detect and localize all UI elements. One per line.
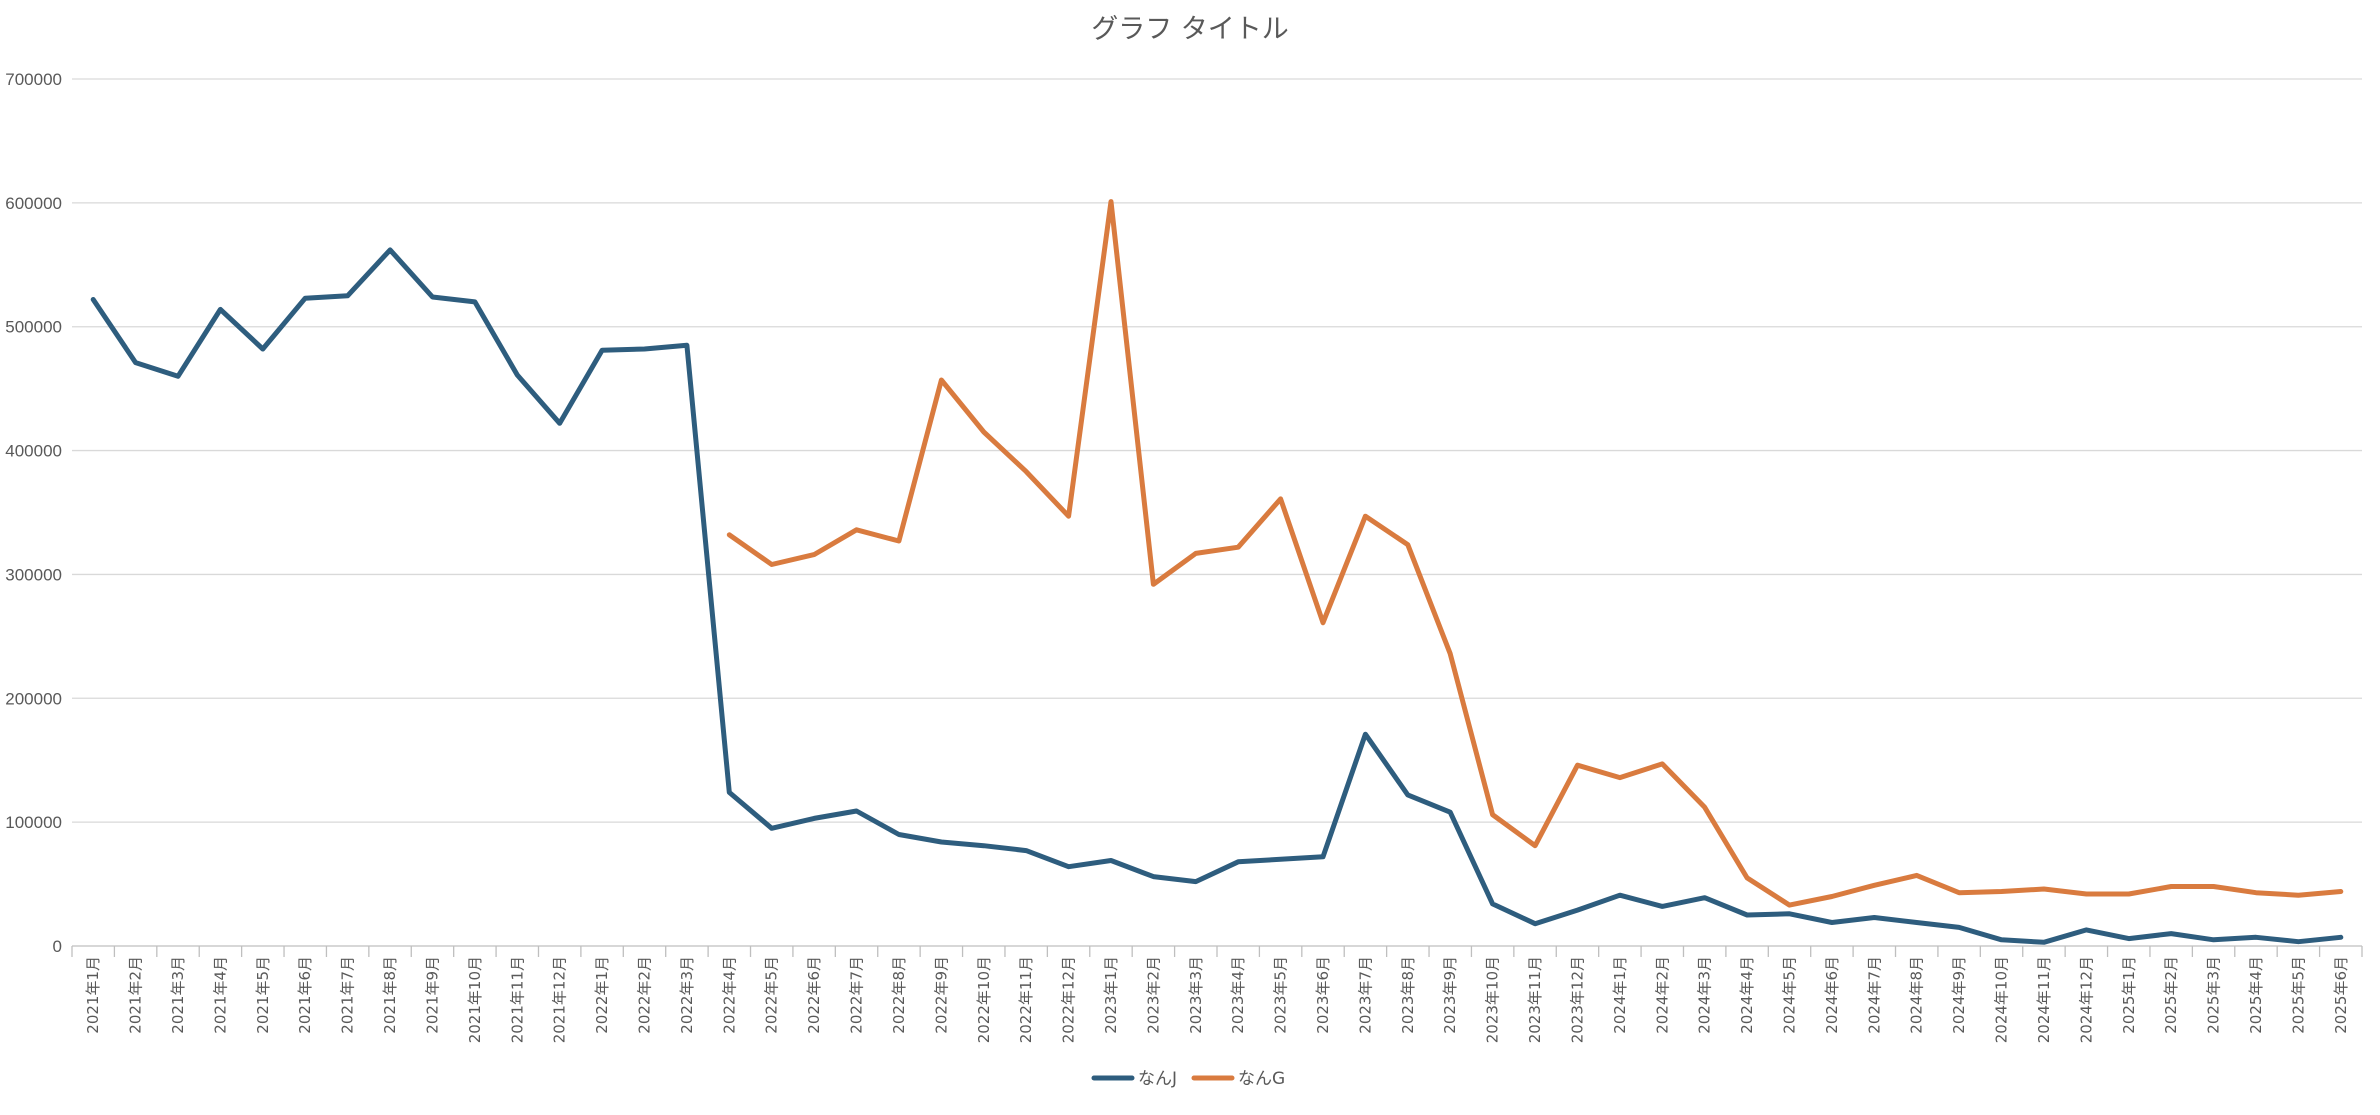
x-tick-label: 2023年6月 xyxy=(1314,956,1332,1034)
x-tick-label: 2022年2月 xyxy=(636,956,654,1034)
x-tick-label: 2024年6月 xyxy=(1823,956,1841,1034)
y-tick-label: 400000 xyxy=(5,442,62,461)
x-tick-label: 2023年4月 xyxy=(1229,956,1247,1034)
y-tick-label: 200000 xyxy=(5,689,62,708)
chart-title: グラフ タイトル xyxy=(1091,14,1289,45)
x-tick-label: 2024年9月 xyxy=(1950,956,1968,1034)
x-tick-label: 2024年3月 xyxy=(1696,956,1714,1034)
x-tick-label: 2022年12月 xyxy=(1060,956,1078,1043)
x-tick-label: 2025年2月 xyxy=(2162,956,2180,1034)
x-tick-label: 2025年4月 xyxy=(2247,956,2265,1034)
x-tick-label: 2023年1月 xyxy=(1102,956,1120,1034)
x-tick-label: 2023年2月 xyxy=(1144,956,1162,1034)
x-tick-label: 2021年1月 xyxy=(84,956,102,1034)
x-tick-label: 2021年11月 xyxy=(508,956,526,1043)
x-tick-label: 2023年10月 xyxy=(1484,956,1502,1043)
series-line-なんG xyxy=(726,199,2344,908)
x-tick-label: 2021年10月 xyxy=(466,956,484,1043)
x-tick-label: 2022年5月 xyxy=(763,956,781,1034)
y-tick-label: 100000 xyxy=(5,813,62,832)
x-tick-label: 2023年11月 xyxy=(1526,956,1544,1043)
x-tick-label: 2022年8月 xyxy=(890,956,908,1034)
x-tick-label: 2021年2月 xyxy=(127,956,145,1034)
x-tick-label: 2025年6月 xyxy=(2332,956,2350,1034)
x-tick-label: 2023年8月 xyxy=(1399,956,1417,1034)
x-tick-label: 2024年12月 xyxy=(2077,956,2095,1043)
x-tick-label: 2023年7月 xyxy=(1356,956,1374,1034)
x-tick-label: 2025年3月 xyxy=(2205,956,2223,1034)
legend-label: なんG xyxy=(1238,1069,1285,1089)
y-tick-label: 700000 xyxy=(5,70,62,89)
x-tick-label: 2022年1月 xyxy=(593,956,611,1034)
x-tick-label: 2024年5月 xyxy=(1781,956,1799,1034)
x-tick-label: 2024年11月 xyxy=(2035,956,2053,1043)
x-tick-label: 2025年1月 xyxy=(2120,956,2138,1034)
x-tick-label: 2024年8月 xyxy=(1908,956,1926,1034)
x-tick-label: 2022年3月 xyxy=(678,956,696,1034)
x-tick-label: 2023年5月 xyxy=(1272,956,1290,1034)
legend: なんJ なんG xyxy=(1091,1069,1285,1089)
x-tick-label: 2022年6月 xyxy=(805,956,823,1034)
y-tick-label: 500000 xyxy=(5,318,62,337)
x-tick-label: 2021年9月 xyxy=(423,956,441,1034)
x-tick-label: 2022年7月 xyxy=(848,956,866,1034)
x-tick-label: 2021年5月 xyxy=(254,956,272,1034)
x-tick-label: 2025年5月 xyxy=(2289,956,2307,1034)
x-tick-label: 2022年10月 xyxy=(975,956,993,1043)
x-tick-label: 2024年10月 xyxy=(1993,956,2011,1043)
legend-label: なんJ xyxy=(1138,1069,1177,1089)
series-line-なんJ xyxy=(90,247,2344,945)
x-tick-label: 2023年3月 xyxy=(1187,956,1205,1034)
x-tick-label: 2022年4月 xyxy=(720,956,738,1034)
gridlines xyxy=(72,78,2362,947)
x-tick-label: 2021年12月 xyxy=(551,956,569,1043)
x-tick-label: 2022年11月 xyxy=(1017,956,1035,1043)
x-tick-label: 2023年12月 xyxy=(1568,956,1586,1043)
x-tick-label: 2022年9月 xyxy=(932,956,950,1034)
y-tick-label: 0 xyxy=(53,937,62,956)
x-axis-ticks: 2021年1月 2021年2月 2021年3月 2021年4月 2021年5月 2021年… xyxy=(71,946,2363,1043)
series-lines xyxy=(90,199,2344,945)
x-tick-label: 2021年4月 xyxy=(211,956,229,1034)
x-tick-label: 2021年6月 xyxy=(296,956,314,1034)
x-tick-label: 2024年4月 xyxy=(1738,956,1756,1034)
x-tick-label: 2021年3月 xyxy=(169,956,187,1034)
y-tick-label: 600000 xyxy=(5,194,62,213)
x-tick-label: 2021年7月 xyxy=(339,956,357,1034)
x-tick-label: 2021年8月 xyxy=(381,956,399,1034)
x-tick-label: 2024年2月 xyxy=(1653,956,1671,1034)
y-axis-ticks: 0 100000 200000 300000 400000 500000 600000 700… xyxy=(5,70,62,956)
x-tick-label: 2023年9月 xyxy=(1441,956,1459,1034)
y-tick-label: 300000 xyxy=(5,565,62,584)
x-tick-label: 2024年1月 xyxy=(1611,956,1629,1034)
x-tick-label: 2024年7月 xyxy=(1865,956,1883,1034)
